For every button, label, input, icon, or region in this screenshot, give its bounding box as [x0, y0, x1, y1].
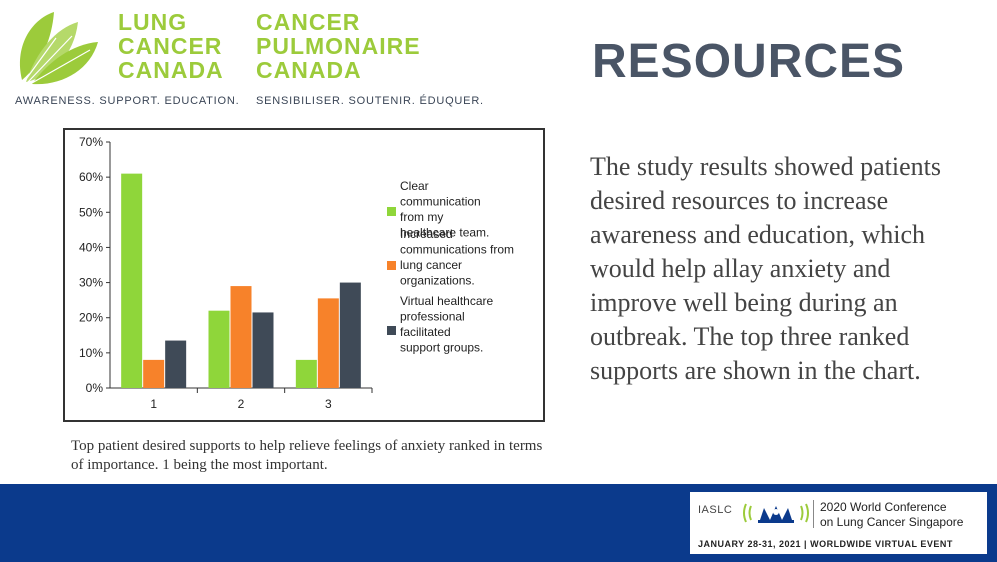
iaslc-label: IASLC — [698, 504, 733, 516]
legend-swatch — [387, 261, 396, 270]
bar — [317, 298, 339, 388]
logo-en-line: CANCER — [118, 33, 223, 59]
y-tick-label: 60% — [79, 170, 103, 184]
x-tick-label: 1 — [150, 397, 157, 411]
x-tick-label: 3 — [325, 397, 332, 411]
conference-logo-icon — [743, 503, 809, 523]
logo-fr-line: CANCER — [256, 9, 361, 35]
y-tick-label: 10% — [79, 346, 103, 360]
legend-swatch — [387, 207, 396, 216]
legend-label: Virtual healthcare professional facilitate… — [400, 294, 493, 355]
logo-en-line: CANADA — [118, 57, 224, 83]
leaf-logo-icon — [19, 12, 98, 85]
legend-label: Increased communications from lung cancer o… — [400, 227, 514, 288]
y-tick-label: 50% — [79, 205, 103, 219]
tagline-english: AWARENESS. SUPPORT. EDUCATION. — [15, 95, 240, 107]
y-tick-label: 20% — [79, 311, 103, 325]
x-tick-label: 2 — [238, 397, 245, 411]
y-tick-label: 70% — [79, 135, 103, 149]
chart-caption: Top patient desired supports to help rel… — [71, 438, 543, 473]
slide-title: RESOURCES — [592, 35, 906, 88]
divider — [813, 500, 814, 528]
y-tick-label: 40% — [79, 240, 103, 254]
bar-chart: 0% 10% 20% 30% 40% 50% 60% 70% 1 2 3 Clear communica… — [79, 135, 514, 411]
logo-wordmark-french: CANCER PULMONAIRE CANADA — [256, 10, 421, 82]
bar — [208, 310, 230, 388]
conference-dates: JANUARY 28-31, 2021 | WORLDWIDE VIRTUAL … — [698, 539, 953, 549]
bar — [295, 359, 317, 388]
conference-title-line2: on Lung Cancer Singapore — [820, 515, 964, 529]
bar — [121, 173, 143, 388]
bar — [339, 282, 361, 388]
bar — [165, 340, 187, 388]
bar — [230, 286, 252, 388]
y-tick-label: 0% — [86, 381, 104, 395]
body-paragraph: The study results showed patients desire… — [590, 152, 941, 385]
legend-label: Clear communication from my healthcare team… — [400, 179, 489, 240]
bar — [252, 312, 274, 388]
tagline-french: SENSIBILISER. SOUTENIR. ÉDUQUER. — [256, 95, 484, 107]
chart-frame: 0% 10% 20% 30% 40% 50% 60% 70% 1 2 3 Clear communica… — [63, 128, 545, 422]
logo-fr-line: PULMONAIRE — [256, 33, 421, 59]
legend-swatch — [387, 326, 396, 335]
conference-badge: IASLC 2020 World Conference on Lung Canc… — [690, 492, 987, 554]
logo-wordmark-english: LUNG CANCER CANADA — [118, 10, 224, 82]
conference-title-line1: 2020 World Conference — [820, 500, 947, 514]
bar — [143, 359, 165, 388]
logo-fr-line: CANADA — [256, 57, 362, 83]
logo-en-line: LUNG — [118, 9, 188, 35]
y-tick-label: 30% — [79, 276, 103, 290]
